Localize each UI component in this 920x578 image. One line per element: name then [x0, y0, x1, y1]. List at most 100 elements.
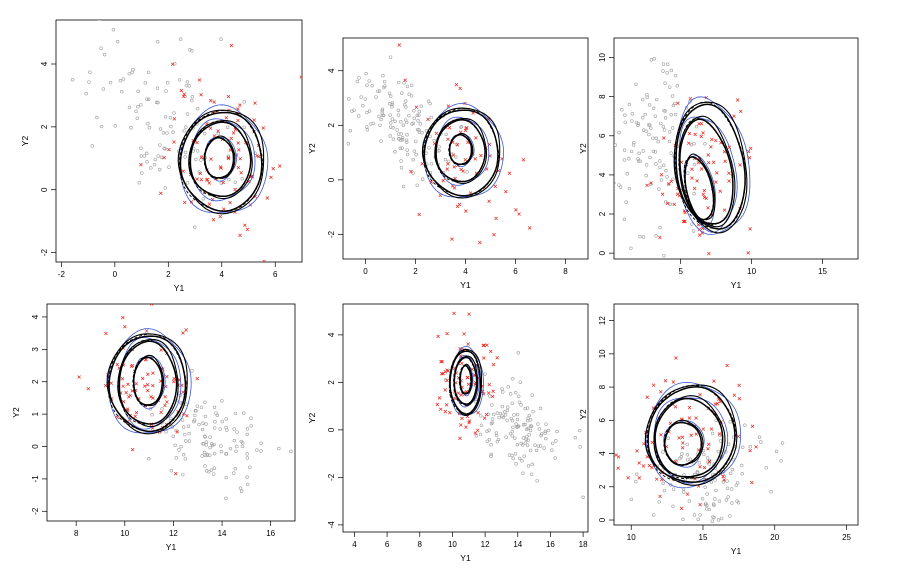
grey-point	[663, 116, 668, 120]
grey-point	[181, 452, 186, 457]
red-point	[482, 356, 486, 360]
grey-point	[404, 99, 408, 103]
red-point	[688, 96, 693, 101]
grey-point	[443, 378, 448, 382]
red-point	[438, 193, 443, 198]
grey-point	[506, 405, 510, 409]
red-point	[207, 181, 211, 185]
x-axis-label: Y1	[460, 553, 471, 563]
red-point	[216, 129, 220, 133]
contour-solid	[654, 397, 724, 478]
grey-point	[389, 94, 393, 98]
grey-point	[665, 62, 670, 66]
plot-area	[614, 56, 753, 258]
contour-solid	[644, 384, 738, 486]
red-point	[238, 103, 242, 107]
grey-point	[681, 517, 685, 521]
grey-point	[365, 83, 369, 87]
grey-point	[350, 109, 354, 113]
grey-point	[641, 97, 645, 102]
grey-point	[381, 73, 385, 78]
red-point	[677, 436, 681, 440]
grey-point	[664, 168, 668, 173]
grey-point	[242, 100, 247, 104]
grey-point	[190, 95, 195, 99]
red-point	[722, 149, 727, 154]
grey-point	[359, 95, 363, 99]
red-point	[151, 371, 155, 375]
red-point	[466, 342, 470, 346]
grey-point	[515, 417, 520, 422]
red-point	[665, 201, 670, 206]
grey-point	[479, 414, 483, 418]
grey-point	[208, 435, 212, 439]
grey-point	[98, 20, 101, 21]
grey-point	[651, 136, 655, 140]
grey-point	[101, 87, 106, 91]
grey-point	[419, 104, 423, 108]
grey-point	[253, 151, 257, 155]
red-point	[299, 75, 302, 79]
grey-point	[630, 112, 635, 116]
grey-point	[367, 79, 371, 83]
grey-point	[187, 439, 192, 443]
grey-point	[405, 140, 409, 144]
contour-solid	[188, 120, 253, 200]
grey-point	[407, 113, 411, 118]
grey-point	[536, 422, 540, 426]
grey-point	[182, 425, 186, 429]
red-point	[750, 480, 754, 485]
grey-point	[494, 433, 499, 438]
grey-point	[537, 427, 542, 431]
red-point	[209, 98, 213, 103]
grey-point	[444, 132, 448, 137]
red-point	[133, 414, 137, 419]
red-point	[439, 371, 444, 376]
grey-point	[725, 486, 730, 491]
y-tick-label: 4	[40, 61, 49, 66]
red-point	[680, 435, 685, 439]
grey-point	[454, 155, 458, 159]
contour-solid	[653, 395, 726, 479]
grey-point	[259, 441, 263, 445]
grey-point	[165, 131, 169, 135]
red-point	[146, 372, 150, 376]
x-tick-label: 16	[546, 540, 555, 549]
grey-point	[183, 150, 188, 155]
grey-point	[147, 97, 151, 102]
grey-point	[232, 471, 236, 475]
grey-point	[190, 98, 194, 103]
grey-point	[654, 234, 658, 238]
red-point	[668, 421, 673, 426]
grey-point	[637, 151, 641, 156]
red-point	[172, 117, 177, 121]
red-point	[159, 348, 163, 352]
grey-point	[121, 77, 126, 81]
red-point	[195, 140, 199, 145]
red-point	[467, 419, 472, 423]
red-point	[710, 137, 714, 142]
grey-point	[183, 155, 187, 159]
contour-dashed	[107, 333, 187, 433]
grey-point	[489, 452, 493, 457]
grey-point	[661, 62, 666, 66]
grey-point	[216, 131, 221, 136]
grey-point	[164, 89, 168, 93]
grey-point	[289, 449, 293, 454]
grey-point	[671, 487, 676, 491]
grey-point	[526, 426, 530, 431]
red-point	[181, 390, 185, 394]
red-point	[464, 425, 468, 429]
grey-point	[554, 439, 558, 443]
grey-point	[459, 125, 464, 129]
red-point	[645, 395, 650, 399]
y-tick-label: -4	[327, 521, 336, 529]
grey-point	[437, 148, 441, 153]
grey-point	[638, 159, 642, 163]
red-point	[693, 132, 697, 137]
red-point	[128, 393, 132, 398]
grey-point	[717, 499, 722, 503]
grey-point	[661, 69, 665, 73]
plot-area	[346, 43, 532, 245]
grey-point	[184, 83, 189, 88]
